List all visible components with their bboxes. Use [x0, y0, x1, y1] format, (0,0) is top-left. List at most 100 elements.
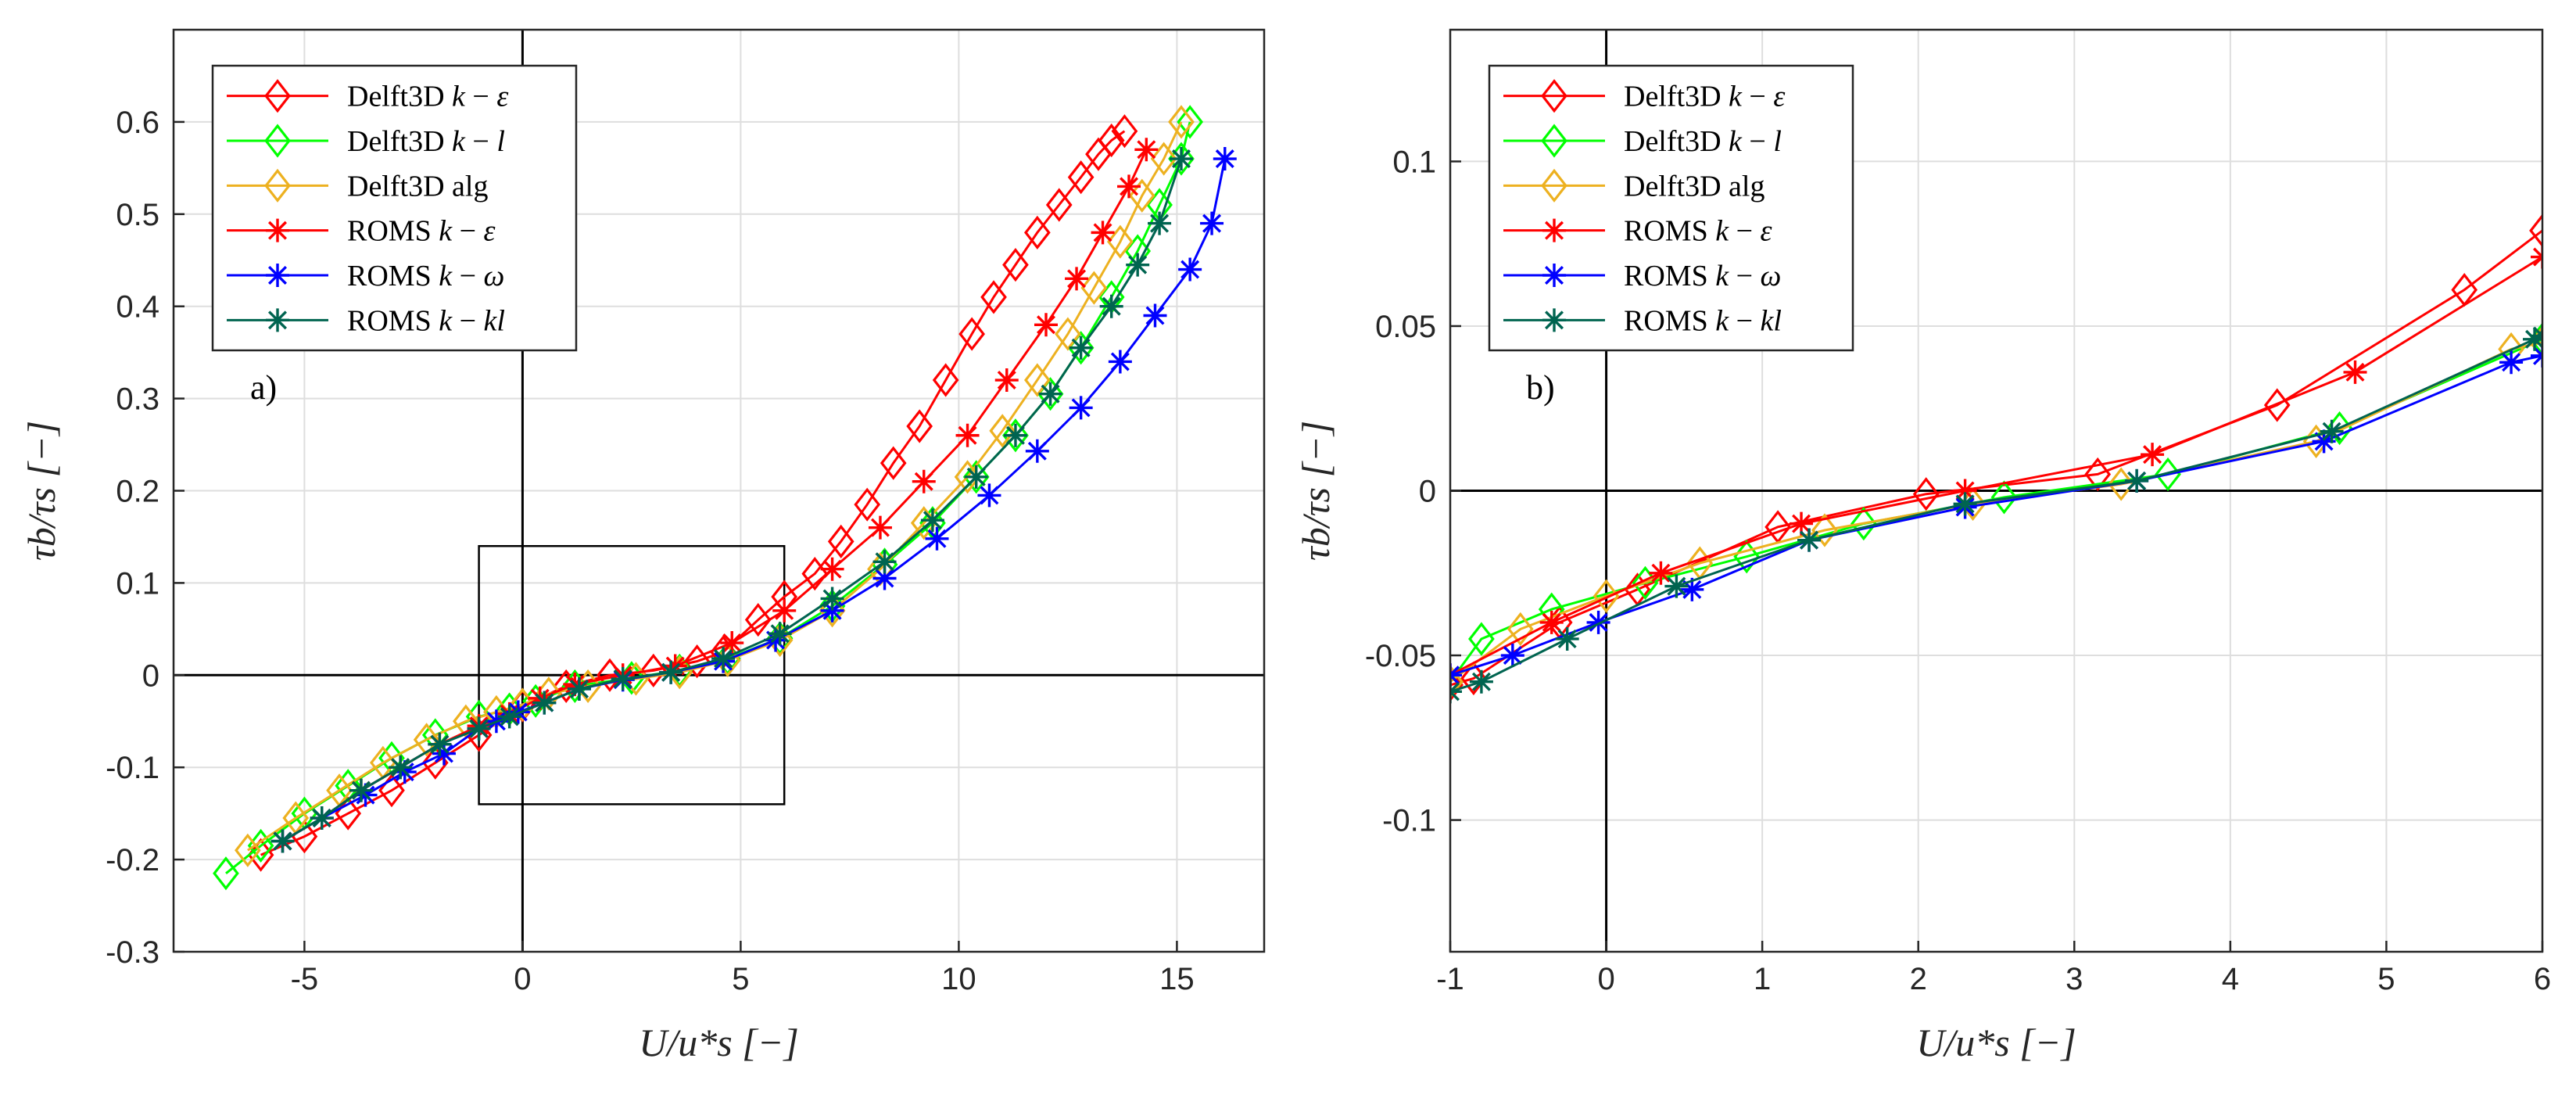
- legend-marker-5: [266, 308, 289, 332]
- series-line-3: [1450, 256, 2542, 676]
- data-point-2-22: [1107, 224, 1134, 259]
- data-point-0-6: [2084, 457, 2112, 492]
- y-tick-label: -0.3: [106, 935, 159, 970]
- data-point-3-16: [955, 423, 980, 447]
- x-tick-label: 4: [2222, 962, 2239, 996]
- x-tick-label: -1: [1436, 962, 1464, 996]
- data-point-5-20: [1099, 294, 1123, 318]
- data-point-0-18: [906, 409, 933, 443]
- legend-entry-3: ROMS k − ε: [1624, 215, 1772, 248]
- data-point-5-2: [1555, 626, 1579, 651]
- data-point-5-0: [270, 829, 295, 853]
- legend-entry-2: Delft3D alg: [1624, 170, 1765, 203]
- data-point-4-19: [1069, 396, 1093, 420]
- data-point-3-1: [1539, 610, 1564, 634]
- legend-marker-0: [264, 79, 291, 113]
- y-tick-label: -0.1: [106, 751, 159, 785]
- data-point-5-22: [1148, 211, 1172, 235]
- data-point-0-15: [827, 524, 854, 558]
- data-point-3-13: [820, 557, 844, 581]
- data-point-0-9: [640, 653, 667, 688]
- data-point-5-6: [497, 705, 521, 729]
- data-point-4-2: [1586, 610, 1610, 634]
- y-tick-label: 0: [142, 658, 159, 693]
- data-point-3-6: [2343, 360, 2367, 384]
- data-point-0-27: [1098, 123, 1125, 158]
- data-point-0-23: [1023, 215, 1051, 249]
- data-point-5-8: [2523, 327, 2542, 351]
- legend-marker-4: [1542, 264, 1566, 287]
- data-point-3-12: [772, 598, 797, 623]
- data-point-3-17: [994, 368, 1019, 393]
- legend-marker-0: [1541, 79, 1567, 113]
- data-point-0-19: [932, 363, 959, 397]
- y-tick-label: 0.5: [116, 198, 159, 232]
- data-point-3-4: [1953, 479, 1977, 503]
- data-point-3-20: [1091, 221, 1115, 245]
- data-point-0-21: [980, 280, 1007, 314]
- data-point-1-18: [1002, 418, 1029, 453]
- data-point-4-23: [1200, 211, 1224, 235]
- data-point-4-4: [432, 741, 456, 766]
- x-tick-label: 6: [2534, 962, 2551, 996]
- legend-marker-3: [266, 218, 289, 242]
- data-point-2-18: [989, 414, 1016, 448]
- data-point-0-12: [744, 602, 772, 637]
- data-point-3-21: [1117, 174, 1141, 199]
- data-point-1-17: [962, 460, 990, 494]
- legend-entry-2: Delft3D alg: [347, 170, 488, 203]
- x-tick-label: 3: [2065, 962, 2083, 996]
- data-point-1-5: [1850, 507, 1877, 541]
- data-point-3-2: [1649, 561, 1673, 585]
- data-point-4-8: [2499, 350, 2524, 375]
- data-point-3-3: [1790, 511, 1814, 536]
- data-point-1-25: [1177, 105, 1203, 139]
- data-point-5-6: [2125, 468, 2149, 493]
- data-point-2-4: [413, 723, 440, 757]
- data-point-4-13: [764, 628, 788, 652]
- legend-entry-0: Delft3D k − ε: [1624, 81, 1785, 113]
- data-point-4-3: [1680, 577, 1704, 601]
- x-tick-label: 5: [2377, 962, 2395, 996]
- data-point-2-1: [1507, 612, 1534, 646]
- data-point-4-14: [820, 598, 844, 623]
- data-point-5-4: [1797, 528, 1822, 552]
- data-point-4-1: [1500, 644, 1524, 668]
- data-point-2-0: [1450, 665, 1464, 699]
- data-point-5-5: [1953, 492, 1977, 516]
- y-axis-title: τb/τs [−]: [1294, 421, 1338, 561]
- legend: Delft3D k − ε Delft3D k − l Delft3D alg ROM…: [1488, 64, 1854, 352]
- data-point-0-16: [854, 487, 881, 522]
- data-point-4-16: [925, 526, 949, 551]
- data-point-5-3: [1664, 574, 1689, 598]
- data-point-0-22: [1002, 248, 1029, 282]
- data-point-3-11: [720, 631, 744, 655]
- data-point-2-20: [1055, 317, 1081, 351]
- data-point-5-9: [611, 667, 635, 691]
- data-point-5-12: [768, 622, 792, 646]
- data-point-5-19: [1069, 336, 1093, 360]
- data-point-5-3: [389, 755, 413, 780]
- data-point-0-9: [2529, 214, 2542, 248]
- data-point-5-7: [532, 691, 557, 715]
- y-tick-label: -0.2: [106, 843, 159, 877]
- y-tick-label: 0.1: [1392, 145, 1436, 179]
- y-tick-label: 0.05: [1375, 310, 1436, 344]
- data-point-4-20: [1108, 350, 1132, 374]
- data-point-4-18: [1025, 439, 1049, 463]
- data-point-0-20: [958, 317, 985, 351]
- data-point-3-15: [912, 469, 936, 493]
- data-point-2-7: [509, 687, 536, 722]
- data-point-2-25: [1168, 105, 1195, 139]
- data-point-3-14: [868, 515, 892, 540]
- data-point-3-19: [1065, 267, 1089, 291]
- legend-entry-3: ROMS k − ε: [347, 215, 496, 248]
- x-tick-label: 0: [1597, 962, 1614, 996]
- x-tick-label: 5: [732, 962, 749, 996]
- y-tick-label: 0.2: [116, 475, 159, 509]
- legend-entry-4: ROMS k − ω: [1624, 260, 1781, 292]
- data-point-5-7: [2320, 419, 2344, 443]
- legend-marker-3: [1542, 218, 1566, 242]
- legend-entry-0: Delft3D k − ε: [347, 81, 508, 113]
